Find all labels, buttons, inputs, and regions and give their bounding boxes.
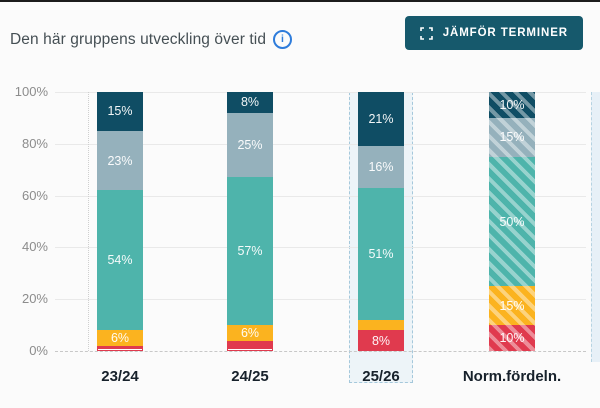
bar-segment-yellow-25/26[interactable]: [358, 319, 404, 331]
x-label-24/25: 24/25: [231, 368, 269, 385]
bar-segment-label: 51%: [368, 246, 394, 261]
bar-segment-white-outlined-23/24[interactable]: [97, 348, 143, 351]
bar-segment-label: 16%: [368, 160, 394, 175]
bar-segment-dark-teal-23/24[interactable]: 15%: [97, 92, 143, 131]
bar-segment-label: 21%: [368, 112, 394, 127]
x-label-23/24: 23/24: [101, 368, 139, 385]
y-axis-line: [88, 92, 89, 351]
grid-line-60%: [55, 195, 586, 197]
bar-segment-label: 15%: [489, 130, 535, 144]
window-top-edge: [0, 0, 600, 2]
bar-segment-red-25/26[interactable]: 8%: [358, 330, 404, 351]
y-tick-label-40%: 40%: [21, 239, 48, 255]
bar-segment-gray-blue-Norm.fördeln.[interactable]: 15%: [489, 117, 535, 157]
bar-segment-label: 6%: [110, 331, 130, 346]
info-icon[interactable]: i: [273, 30, 293, 49]
bar-segment-label: 57%: [237, 244, 263, 259]
y-tick-label-80%: 80%: [21, 135, 48, 151]
bar-segment-teal-23/24[interactable]: 54%: [97, 190, 143, 331]
bar-segment-label: 23%: [107, 153, 133, 168]
hatch-overlay-Norm.fördeln.: [489, 92, 535, 351]
page-title: Den här gruppens utveckling över tid i: [10, 30, 293, 49]
y-tick-label-60%: 60%: [21, 187, 48, 203]
bar-segment-label: 10%: [489, 98, 535, 112]
bar-segment-gray-blue-23/24[interactable]: 23%: [97, 130, 143, 191]
grid-line-100%: [55, 92, 586, 93]
bar-segment-dark-teal-25/26[interactable]: 21%: [358, 92, 404, 147]
bar-segment-label: 8%: [371, 333, 391, 348]
bar-segment-gray-blue-25/26[interactable]: 16%: [358, 146, 404, 188]
page-title-text: Den här gruppens utveckling över tid: [10, 30, 267, 48]
bar-segment-dark-teal-Norm.fördeln.[interactable]: 10%: [489, 92, 535, 118]
bar-segment-label: 6%: [240, 325, 260, 340]
bar-segment-gray-blue-24/25[interactable]: 25%: [227, 112, 273, 178]
bar-segment-label: 15%: [107, 104, 133, 119]
compare-terms-label: JÄMFÖR TERMINER: [442, 27, 568, 39]
bar-segment-label: 10%: [489, 331, 535, 345]
bar-segment-red-23/24[interactable]: [97, 345, 143, 349]
grid-line-80%: [55, 143, 586, 145]
bar-segment-teal-25/26[interactable]: 51%: [358, 187, 404, 320]
y-tick-label-100%: 100%: [14, 84, 48, 99]
bar-segment-red-24/25[interactable]: [227, 340, 273, 349]
bar-segment-yellow-24/25[interactable]: 6%: [227, 325, 273, 341]
bar-segment-label: 15%: [489, 299, 535, 313]
x-label-25/26: 25/26: [362, 368, 400, 385]
bar-segment-yellow-23/24[interactable]: 6%: [97, 330, 143, 346]
bar-segment-teal-24/25[interactable]: 57%: [227, 177, 273, 326]
y-tick-label-0%: 0%: [29, 343, 48, 358]
bar-segment-red-Norm.fördeln.[interactable]: 10%: [489, 325, 535, 351]
bar-segment-label: 8%: [240, 95, 260, 110]
bar-segment-label: 54%: [107, 253, 133, 268]
compare-terms-button[interactable]: JÄMFÖR TERMINER: [404, 16, 583, 50]
next-term-highlight-partial: [591, 92, 600, 362]
grid-line-40%: [55, 247, 586, 249]
y-tick-label-20%: 20%: [21, 291, 48, 307]
bar-segment-dark-teal-24/25[interactable]: 8%: [227, 92, 273, 113]
grid-line-0%: [55, 351, 586, 352]
x-label-Norm.fördeln.: Norm.fördeln.: [462, 368, 562, 385]
bar-segment-yellow-Norm.fördeln.[interactable]: 15%: [489, 286, 535, 326]
bar-segment-teal-Norm.fördeln.[interactable]: 50%: [489, 156, 535, 287]
bar-segment-label: 50%: [489, 215, 535, 229]
bar-segment-label: 25%: [237, 138, 263, 153]
expand-icon: [419, 26, 433, 40]
bar-segment-white-outlined-24/25[interactable]: [227, 348, 273, 351]
grid-line-20%: [55, 299, 586, 301]
